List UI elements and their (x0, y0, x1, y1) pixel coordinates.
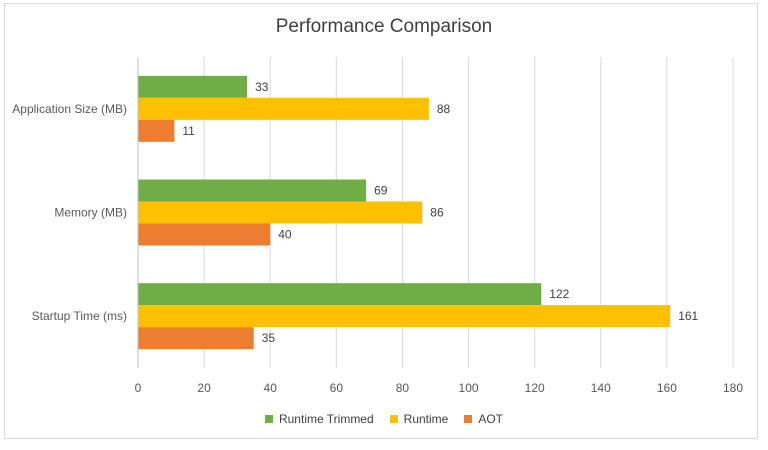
data-label: 33 (255, 80, 269, 94)
bars (138, 75, 671, 350)
y-category-label: Memory (MB) (54, 206, 127, 220)
legend-swatch (464, 415, 473, 423)
x-tick-label: 0 (135, 381, 142, 395)
y-category-label: Application Size (MB) (12, 102, 127, 116)
data-label: 86 (430, 206, 444, 220)
axes: 0 20 40 60 80 100 120 140 160 180 Application Size… (12, 57, 743, 395)
bar-runtime-trimmed (138, 75, 248, 98)
legend-item: Runtime (389, 412, 449, 426)
legend-label: Runtime Trimmed (278, 412, 374, 426)
x-tick-label: 80 (396, 381, 410, 395)
x-tick-label: 20 (197, 381, 211, 395)
chart-title: Performance Comparison (275, 16, 493, 37)
bar-runtime-trimmed (138, 179, 367, 202)
bar-runtime-trimmed (138, 283, 542, 306)
x-tick-label: 160 (657, 381, 677, 395)
bar-runtime (138, 305, 671, 328)
legend-label: Runtime (403, 412, 449, 426)
data-label: 161 (678, 309, 698, 323)
bar-runtime (138, 97, 429, 120)
x-tick-label: 40 (264, 381, 278, 395)
data-labels: 33 88 11 69 86 40 122 161 35 (182, 80, 698, 345)
data-label: 40 (278, 228, 292, 242)
x-tick-label: 120 (525, 381, 545, 395)
bar-aot (138, 327, 254, 350)
legend-label: AOT (478, 412, 504, 426)
x-tick-label: 140 (591, 381, 611, 395)
legend-item: AOT (464, 412, 503, 426)
data-label: 35 (262, 331, 276, 345)
data-label: 88 (437, 102, 451, 116)
data-label: 122 (549, 287, 569, 301)
legend: Runtime Trimmed Runtime AOT (0, 412, 768, 426)
x-tick-label: 180 (723, 381, 743, 395)
legend-swatch (264, 415, 273, 423)
y-category-label: Startup Time (ms) (32, 309, 127, 323)
bar-runtime (138, 201, 423, 224)
data-label: 11 (182, 124, 195, 138)
x-tick-label: 100 (459, 381, 479, 395)
bar-aot (138, 223, 271, 246)
x-tick-label: 60 (330, 381, 344, 395)
legend-swatch (389, 415, 398, 423)
bar-aot (138, 119, 175, 142)
legend-item: Runtime Trimmed (264, 412, 374, 426)
data-label: 69 (374, 184, 388, 198)
